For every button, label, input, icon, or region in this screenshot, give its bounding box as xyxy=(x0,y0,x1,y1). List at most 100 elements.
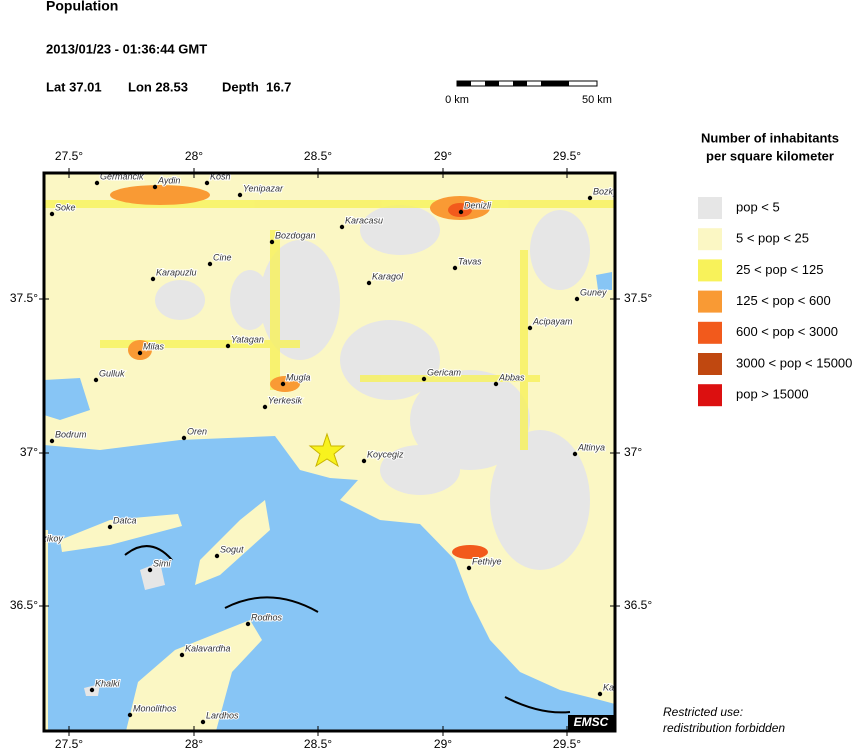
legend-swatch xyxy=(698,197,722,219)
legend-swatch xyxy=(698,321,722,344)
town-label: Koycegiz xyxy=(367,449,404,459)
town-dot xyxy=(204,180,210,186)
latitude: Lat 37.01 xyxy=(46,79,102,94)
town-dot xyxy=(214,553,220,559)
scale-start: 0 km xyxy=(445,94,469,106)
town-label: Kosh xyxy=(210,171,231,181)
town-label: Abbas xyxy=(498,372,525,382)
lon-label: 27.5° xyxy=(55,149,83,163)
town-label: Denizli xyxy=(464,200,492,210)
town-label: Rodhos xyxy=(251,612,283,622)
town-label: Cine xyxy=(213,252,232,262)
town-dot xyxy=(181,435,187,441)
town-dot xyxy=(137,350,143,356)
town-label: Simi xyxy=(153,558,171,568)
town-dot xyxy=(207,261,213,267)
town-label: Yerkesik xyxy=(268,395,303,405)
town-label: Sogut xyxy=(220,544,244,554)
town-label: Mugla xyxy=(286,372,311,382)
town-label: Altinya xyxy=(577,442,605,452)
legend-swatch xyxy=(698,353,722,375)
town-dot xyxy=(493,381,499,387)
town-label: Yenipazar xyxy=(243,183,284,193)
town-label: Yazikoy xyxy=(32,533,63,543)
town-label: Acipayam xyxy=(532,316,573,326)
legend-swatch xyxy=(698,228,722,251)
town-label: Bodrum xyxy=(55,429,87,439)
lon-label: 28° xyxy=(185,737,203,751)
lat-label: 36.5° xyxy=(10,598,38,612)
lon-label: 28.5° xyxy=(304,149,332,163)
town-dot xyxy=(237,192,243,198)
notice: Restricted use: xyxy=(663,705,743,719)
town-label: Bozky xyxy=(593,186,618,196)
town-dot xyxy=(49,438,55,444)
lon-label: 29° xyxy=(434,737,452,751)
town-dot xyxy=(269,239,275,245)
lat-label: 37° xyxy=(20,445,38,459)
town-label: Ka xyxy=(603,682,614,692)
lon-label: 29° xyxy=(434,149,452,163)
lat-label: 37° xyxy=(624,445,642,459)
town-dot xyxy=(587,195,593,201)
lon-label: 28.5° xyxy=(304,737,332,751)
town-label: Lardhos xyxy=(206,710,239,720)
town-label: Datca xyxy=(113,515,137,525)
longitude: Lon 28.53 xyxy=(128,79,188,94)
town-dot xyxy=(245,621,251,627)
title: Population xyxy=(46,0,118,14)
town-dot xyxy=(179,652,185,658)
legend-title: per square kilometer xyxy=(706,148,834,163)
town-label: Aydin xyxy=(157,175,180,185)
town-label: Monolithos xyxy=(133,703,177,713)
town-dot xyxy=(339,224,345,230)
town-dot xyxy=(94,180,100,186)
town-label: Bozdogan xyxy=(275,230,316,240)
town-label: Karapuzlu xyxy=(156,267,197,277)
epicenter xyxy=(308,432,346,468)
town-dot xyxy=(89,687,95,693)
lon-label: 29.5° xyxy=(553,149,581,163)
town-dot xyxy=(366,280,372,286)
lon-label: 27.5° xyxy=(55,737,83,751)
map: Germancik Aydin Kosh Yenipazar Soke Karacasu D… xyxy=(32,171,618,731)
town-label: Karagol xyxy=(372,271,404,281)
town-dot xyxy=(225,343,231,349)
map-frame xyxy=(42,171,617,733)
lat-label: 37.5° xyxy=(10,291,38,305)
town-label: Gulluk xyxy=(99,368,125,378)
town-dot xyxy=(527,325,533,331)
town-dot xyxy=(107,524,113,530)
town-dot xyxy=(597,691,603,697)
legend-swatch xyxy=(698,259,722,282)
legend-title: Number of inhabitants xyxy=(701,130,839,145)
town-dot xyxy=(150,276,156,282)
lat-label: 36.5° xyxy=(624,598,652,612)
town-label: Germancik xyxy=(100,171,144,181)
town-label: Soke xyxy=(55,202,76,212)
scale-bar xyxy=(456,80,598,87)
town-dot xyxy=(466,565,472,571)
badge: EMSC xyxy=(574,715,609,729)
town-dot xyxy=(200,719,206,725)
scale-end: 50 km xyxy=(582,94,612,106)
town-label: Milas xyxy=(143,341,165,351)
lat-label: 37.5° xyxy=(624,291,652,305)
lon-label: 28° xyxy=(185,149,203,163)
town-label: Fethiye xyxy=(472,556,502,566)
town-label: Gericam xyxy=(427,367,462,377)
town-dot xyxy=(458,209,464,215)
legend-label: 25 < pop < 125 xyxy=(736,262,823,277)
town-label: Yatagan xyxy=(231,334,264,344)
town-dot xyxy=(152,184,158,190)
town-label: Tavas xyxy=(458,256,482,266)
legend-swatch xyxy=(698,290,722,313)
town-label: Kalavardha xyxy=(185,643,231,653)
lon-label: 29.5° xyxy=(553,737,581,751)
town-dot xyxy=(262,404,268,410)
badge-bg xyxy=(568,715,615,731)
depth: Depth 16.7 xyxy=(222,79,291,94)
town-dot xyxy=(93,377,99,383)
town-dot xyxy=(127,712,133,718)
